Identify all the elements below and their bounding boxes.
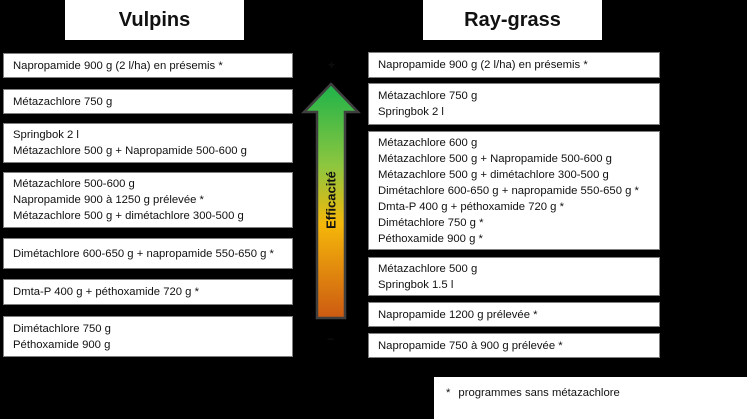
vulpins-box-4: Métazachlore 500-600 g Napropamide 900 à… [3,172,293,228]
box-line: Dmta-P 400 g + péthoxamide 720 g * [378,200,564,213]
box-line: Springbok 2 l [378,106,444,118]
box-line: Springbok 2 l [13,129,79,141]
box-line: Métazachlore 750 g [378,90,478,102]
box-line: Métazachlore 500 g [378,262,478,275]
box-line: Métazachlore 600 g [378,136,478,149]
box-line: Napropamide 900 à 1250 g prélevée * [13,194,204,206]
efficacy-label: Efficacité [323,171,339,229]
box-line: Métazachlore 500-600 g [13,178,135,190]
vulpins-box-7: Dimétachlore 750 g Péthoxamide 900 g [3,316,293,357]
box-line: Napropamide 900 g (2 l/ha) en présemis * [378,59,588,71]
box-line: Napropamide 900 g (2 l/ha) en présemis * [13,59,223,72]
footnote-symbol: * [446,387,451,399]
box-line: Métazachlore 500 g + Napropamide 500-600… [378,152,612,165]
ray-grass-box-4: Métazachlore 500 g Springbok 1.5 l [368,257,660,296]
vulpins-box-6: Dmta-P 400 g + péthoxamide 720 g * [3,279,293,305]
ray-grass-title: Ray-grass [423,0,602,40]
box-line: Métazachlore 500 g + Napropamide 500-600… [13,145,247,157]
bottom-minus-marker: − [327,332,335,346]
footnote: * programmes sans métazachlore [434,377,747,419]
vulpins-title: Vulpins [65,0,244,40]
box-line: Dmta-P 400 g + péthoxamide 720 g * [13,286,199,298]
box-line: Péthoxamide 900 g * [378,232,483,245]
vulpins-box-1: Napropamide 900 g (2 l/ha) en présemis * [3,53,293,78]
box-line: Springbok 1.5 l [378,278,454,291]
ray-grass-box-6: Napropamide 750 à 900 g prélevée * [368,333,660,358]
box-line: Napropamide 750 à 900 g prélevée * [378,339,563,352]
ray-grass-box-1: Napropamide 900 g (2 l/ha) en présemis * [368,52,660,78]
box-line: Péthoxamide 900 g [13,338,111,351]
ray-grass-box-5: Napropamide 1200 g prélevée * [368,302,660,327]
box-line: Dimétachlore 750 g [13,322,111,335]
ray-grass-box-3: Métazachlore 600 g Métazachlore 500 g + … [368,131,660,250]
box-line: Dimétachlore 600-650 g + napropamide 550… [13,247,274,260]
top-plus-marker: + [328,58,336,72]
box-line: Métazachlore 500 g + dimétachlore 300-50… [378,168,609,181]
box-line: Dimétachlore 600-650 g + napropamide 550… [378,184,639,197]
box-line: Napropamide 1200 g prélevée * [378,308,538,321]
vulpins-box-5: Dimétachlore 600-650 g + napropamide 550… [3,238,293,269]
ray-grass-box-2: Métazachlore 750 g Springbok 2 l [368,83,660,125]
box-line: Métazachlore 750 g [13,95,113,108]
box-line: Métazachlore 500 g + dimétachlore 300-50… [13,210,244,222]
efficacy-arrow-icon [301,82,361,320]
vulpins-box-3: Springbok 2 l Métazachlore 500 g + Napro… [3,123,293,163]
box-line: Dimétachlore 750 g * [378,216,484,229]
vulpins-box-2: Métazachlore 750 g [3,89,293,114]
footnote-text: programmes sans métazachlore [458,387,620,399]
